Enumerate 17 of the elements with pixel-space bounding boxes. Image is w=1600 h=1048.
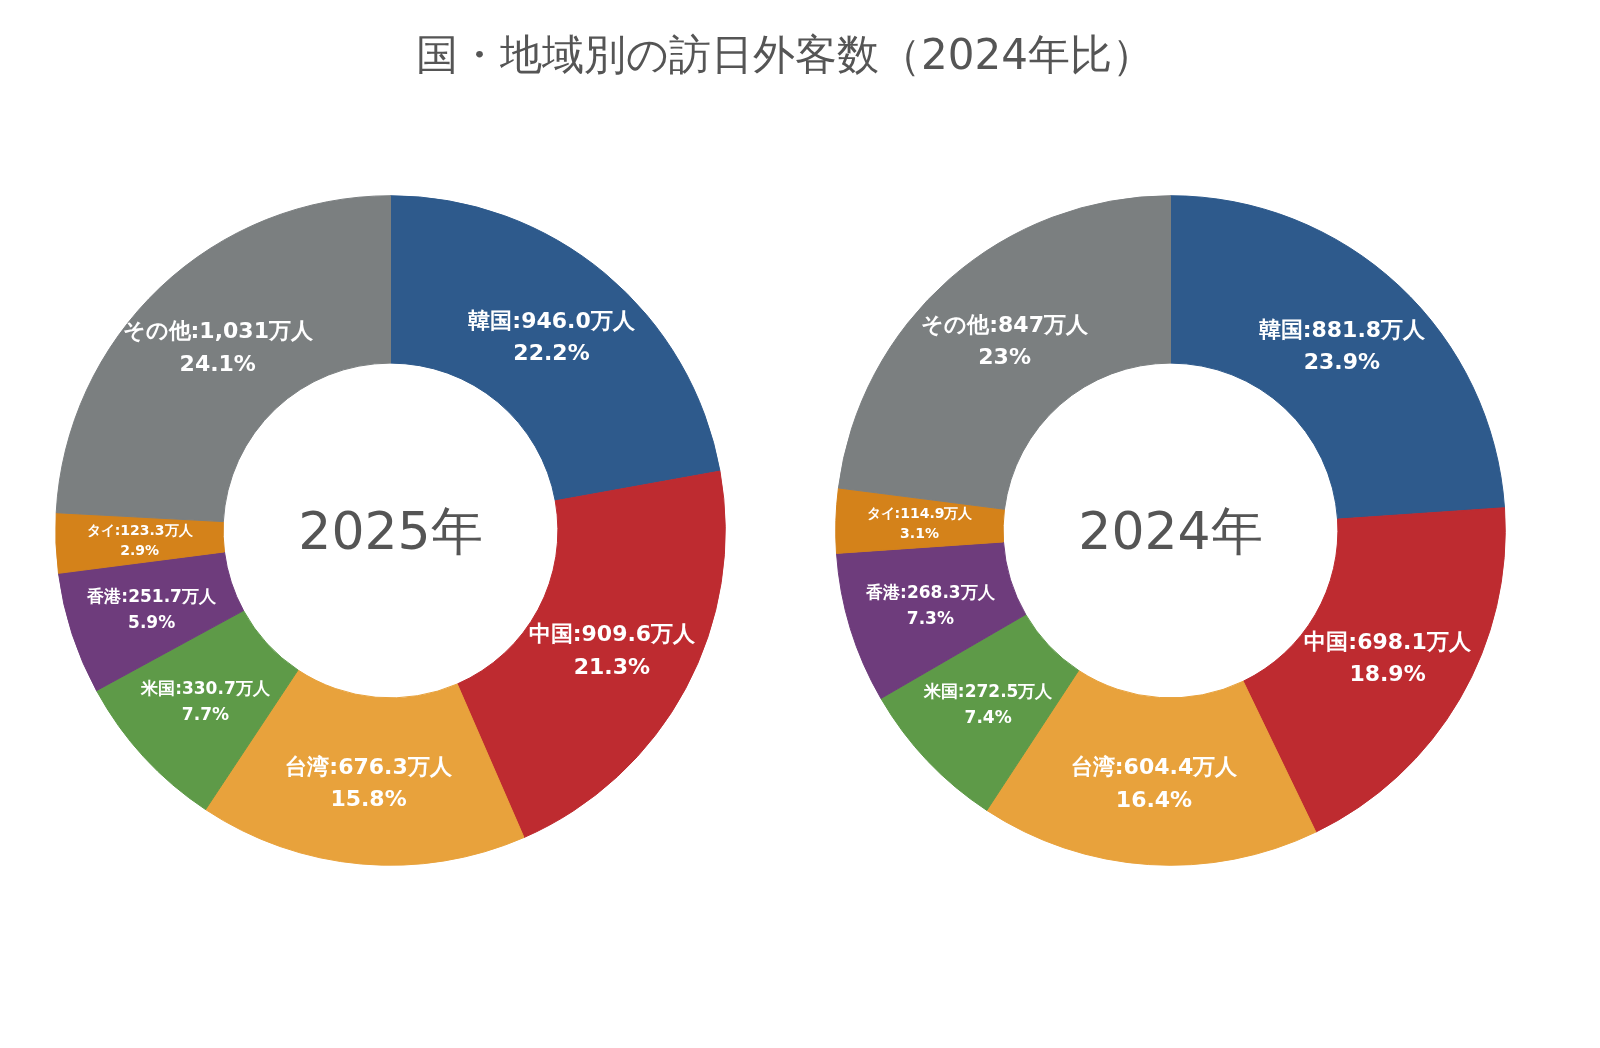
slice-label: 香港:251.7万人 5.9%: [86, 585, 217, 632]
slice-label: 韓国:946.0万人 22.2%: [468, 307, 636, 366]
text: 2024年: [1078, 500, 1263, 561]
slice-label: タイ:123.3万人 2.9%: [86, 521, 194, 559]
text: 2025年: [298, 500, 483, 561]
slice-label: タイ:114.9万人 3.1%: [866, 504, 974, 542]
slice-label: その他:1,031万人 24.1%: [122, 318, 314, 376]
slice-label: その他:847万人 23%: [921, 311, 1089, 370]
slice-label: 中国:909.6万人 21.3%: [528, 621, 697, 679]
slice-label: 中国:698.1万人 18.9%: [1304, 628, 1472, 687]
slice-label: 韓国:881.8万人 23.9%: [1258, 316, 1427, 375]
slice-label: 台湾:604.4万人 16.4%: [1070, 754, 1239, 812]
chart-title: 国・地域別の訪日外客数（2024年比）: [416, 29, 1154, 81]
slice-label: 米国:330.7万人 7.7%: [140, 678, 271, 725]
slice-label: 香港:268.3万人 7.3%: [865, 581, 996, 628]
slice-label: 台湾:676.3万人 15.8%: [285, 753, 453, 812]
slice-label: 米国:272.5万人 7.4%: [922, 681, 1054, 728]
